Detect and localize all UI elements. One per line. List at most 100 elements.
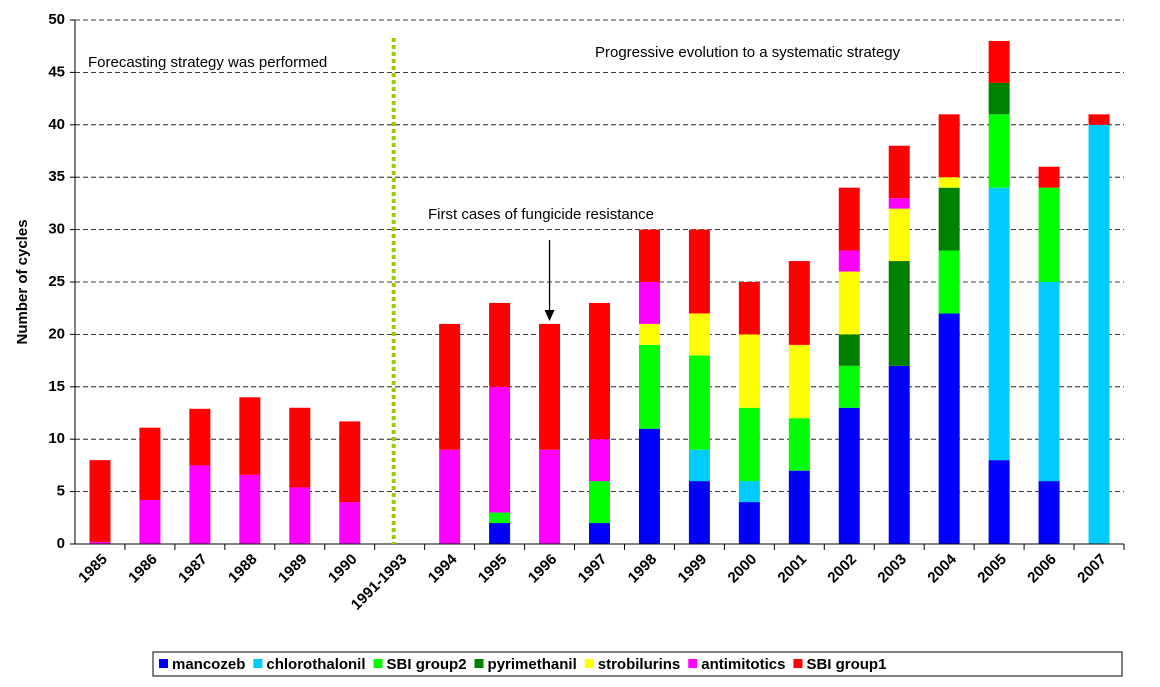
legend-label: chlorothalonil [266,656,365,673]
bar-segment [938,177,960,188]
bar-segment [139,427,161,500]
bar-segment [888,208,910,262]
x-tick-label: 1985 [75,551,111,587]
bar-segment [938,250,960,314]
x-tick-label: 1996 [525,551,561,587]
legend-frame [152,651,1123,677]
bar-segment [239,474,261,544]
y-axis-title: Number of cycles [14,219,31,344]
bar-segment [339,421,361,503]
bar-segment [988,40,1010,83]
arrow-head [544,310,555,321]
bar-segment [738,282,760,335]
bar-segment [1038,166,1060,188]
x-tick-label: 2003 [874,551,910,587]
bar-segment [988,187,1010,461]
x-tick-label: 2007 [1074,551,1110,587]
bar-segment [589,523,610,544]
legend-swatch [688,659,698,668]
x-tick-label: 1997 [575,551,611,587]
bar-segment [788,418,810,471]
bar-segment [688,481,710,544]
bar-segment [1088,124,1110,545]
legend-swatch [793,659,803,668]
bar-segment [638,323,660,345]
bar-segment [738,502,760,544]
y-tick-label: 30 [48,221,65,238]
legend-label: mancozeb [172,656,245,673]
bar-segment [838,271,860,335]
bar-segment [489,523,511,544]
x-tick-label: 1987 [175,551,211,587]
bar-segment [688,313,710,356]
bar-segment [888,198,910,209]
legend-swatch [253,659,263,668]
bar-segment [738,481,760,503]
annotation: Progressive evolution to a systematic st… [595,44,901,61]
y-tick-label: 0 [57,535,65,552]
legend-swatch [159,659,168,668]
bar-segment [1038,187,1060,282]
bar-segment [738,407,760,482]
y-tick-label: 20 [48,325,65,342]
y-tick-label: 15 [48,378,65,395]
legend-label: pyrimethanil [488,656,577,673]
bar-segment [489,302,511,387]
bar-segment [139,499,161,544]
bar-segment [888,365,910,544]
bar-segment [788,261,810,345]
y-tick-label: 5 [57,483,65,500]
x-tick-label: 1990 [325,551,361,587]
x-tick-label: 1988 [225,551,261,587]
y-tick-label: 50 [48,11,65,28]
bar-segment [489,512,511,524]
bar-segment [638,229,660,282]
bar-segment [888,261,910,366]
y-tick-label: 35 [48,168,65,185]
x-tick-label: 2006 [1024,551,1060,587]
y-tick-label: 45 [48,63,65,80]
bar-segment [339,502,361,544]
y-tick-label: 40 [48,116,65,133]
legend-swatch [373,659,383,668]
legend: mancozeb chlorothalonil SBI group2 pyrimeth… [152,651,1123,677]
bar-segment [838,334,860,366]
legend-label: SBI group1 [806,656,886,673]
bar-segment [838,407,860,544]
bar-segment [189,465,211,544]
legend-label: strobilurins [598,656,681,673]
bar-segment [688,449,710,482]
annotation: Forecasting strategy was performed [88,54,327,71]
bar-segment [988,460,1010,544]
bar-segment [1038,282,1060,482]
bar-segment [239,397,261,475]
bar-segment [688,355,710,450]
legend-swatch [474,659,484,668]
x-tick-label: 2002 [824,551,860,587]
x-tick-label: 1989 [275,551,311,587]
bar-segment [838,365,860,408]
bar-segment [638,344,660,429]
bar-segment [589,481,610,524]
bar-segment [938,187,960,251]
x-tick-label: 2005 [974,551,1010,587]
annotation: First cases of fungicide resistance [428,206,654,223]
legend-label: antimitotics [701,656,785,673]
y-tick-label: 10 [48,430,65,447]
x-tick-label: 2004 [924,550,960,586]
bar-segment [539,449,561,544]
y-tick-label: 25 [48,273,65,290]
bar-segment [988,82,1010,115]
bar-segment [788,344,810,419]
bar-segment [289,407,311,488]
bar-segment [1088,114,1110,125]
bar-segment [688,229,710,314]
bar-segment [289,487,311,544]
bar-segment [439,323,461,450]
bar-segment [489,386,511,513]
bar-segment [888,145,910,199]
bar-segment [189,408,211,466]
x-tick-label: 1994 [425,550,461,586]
